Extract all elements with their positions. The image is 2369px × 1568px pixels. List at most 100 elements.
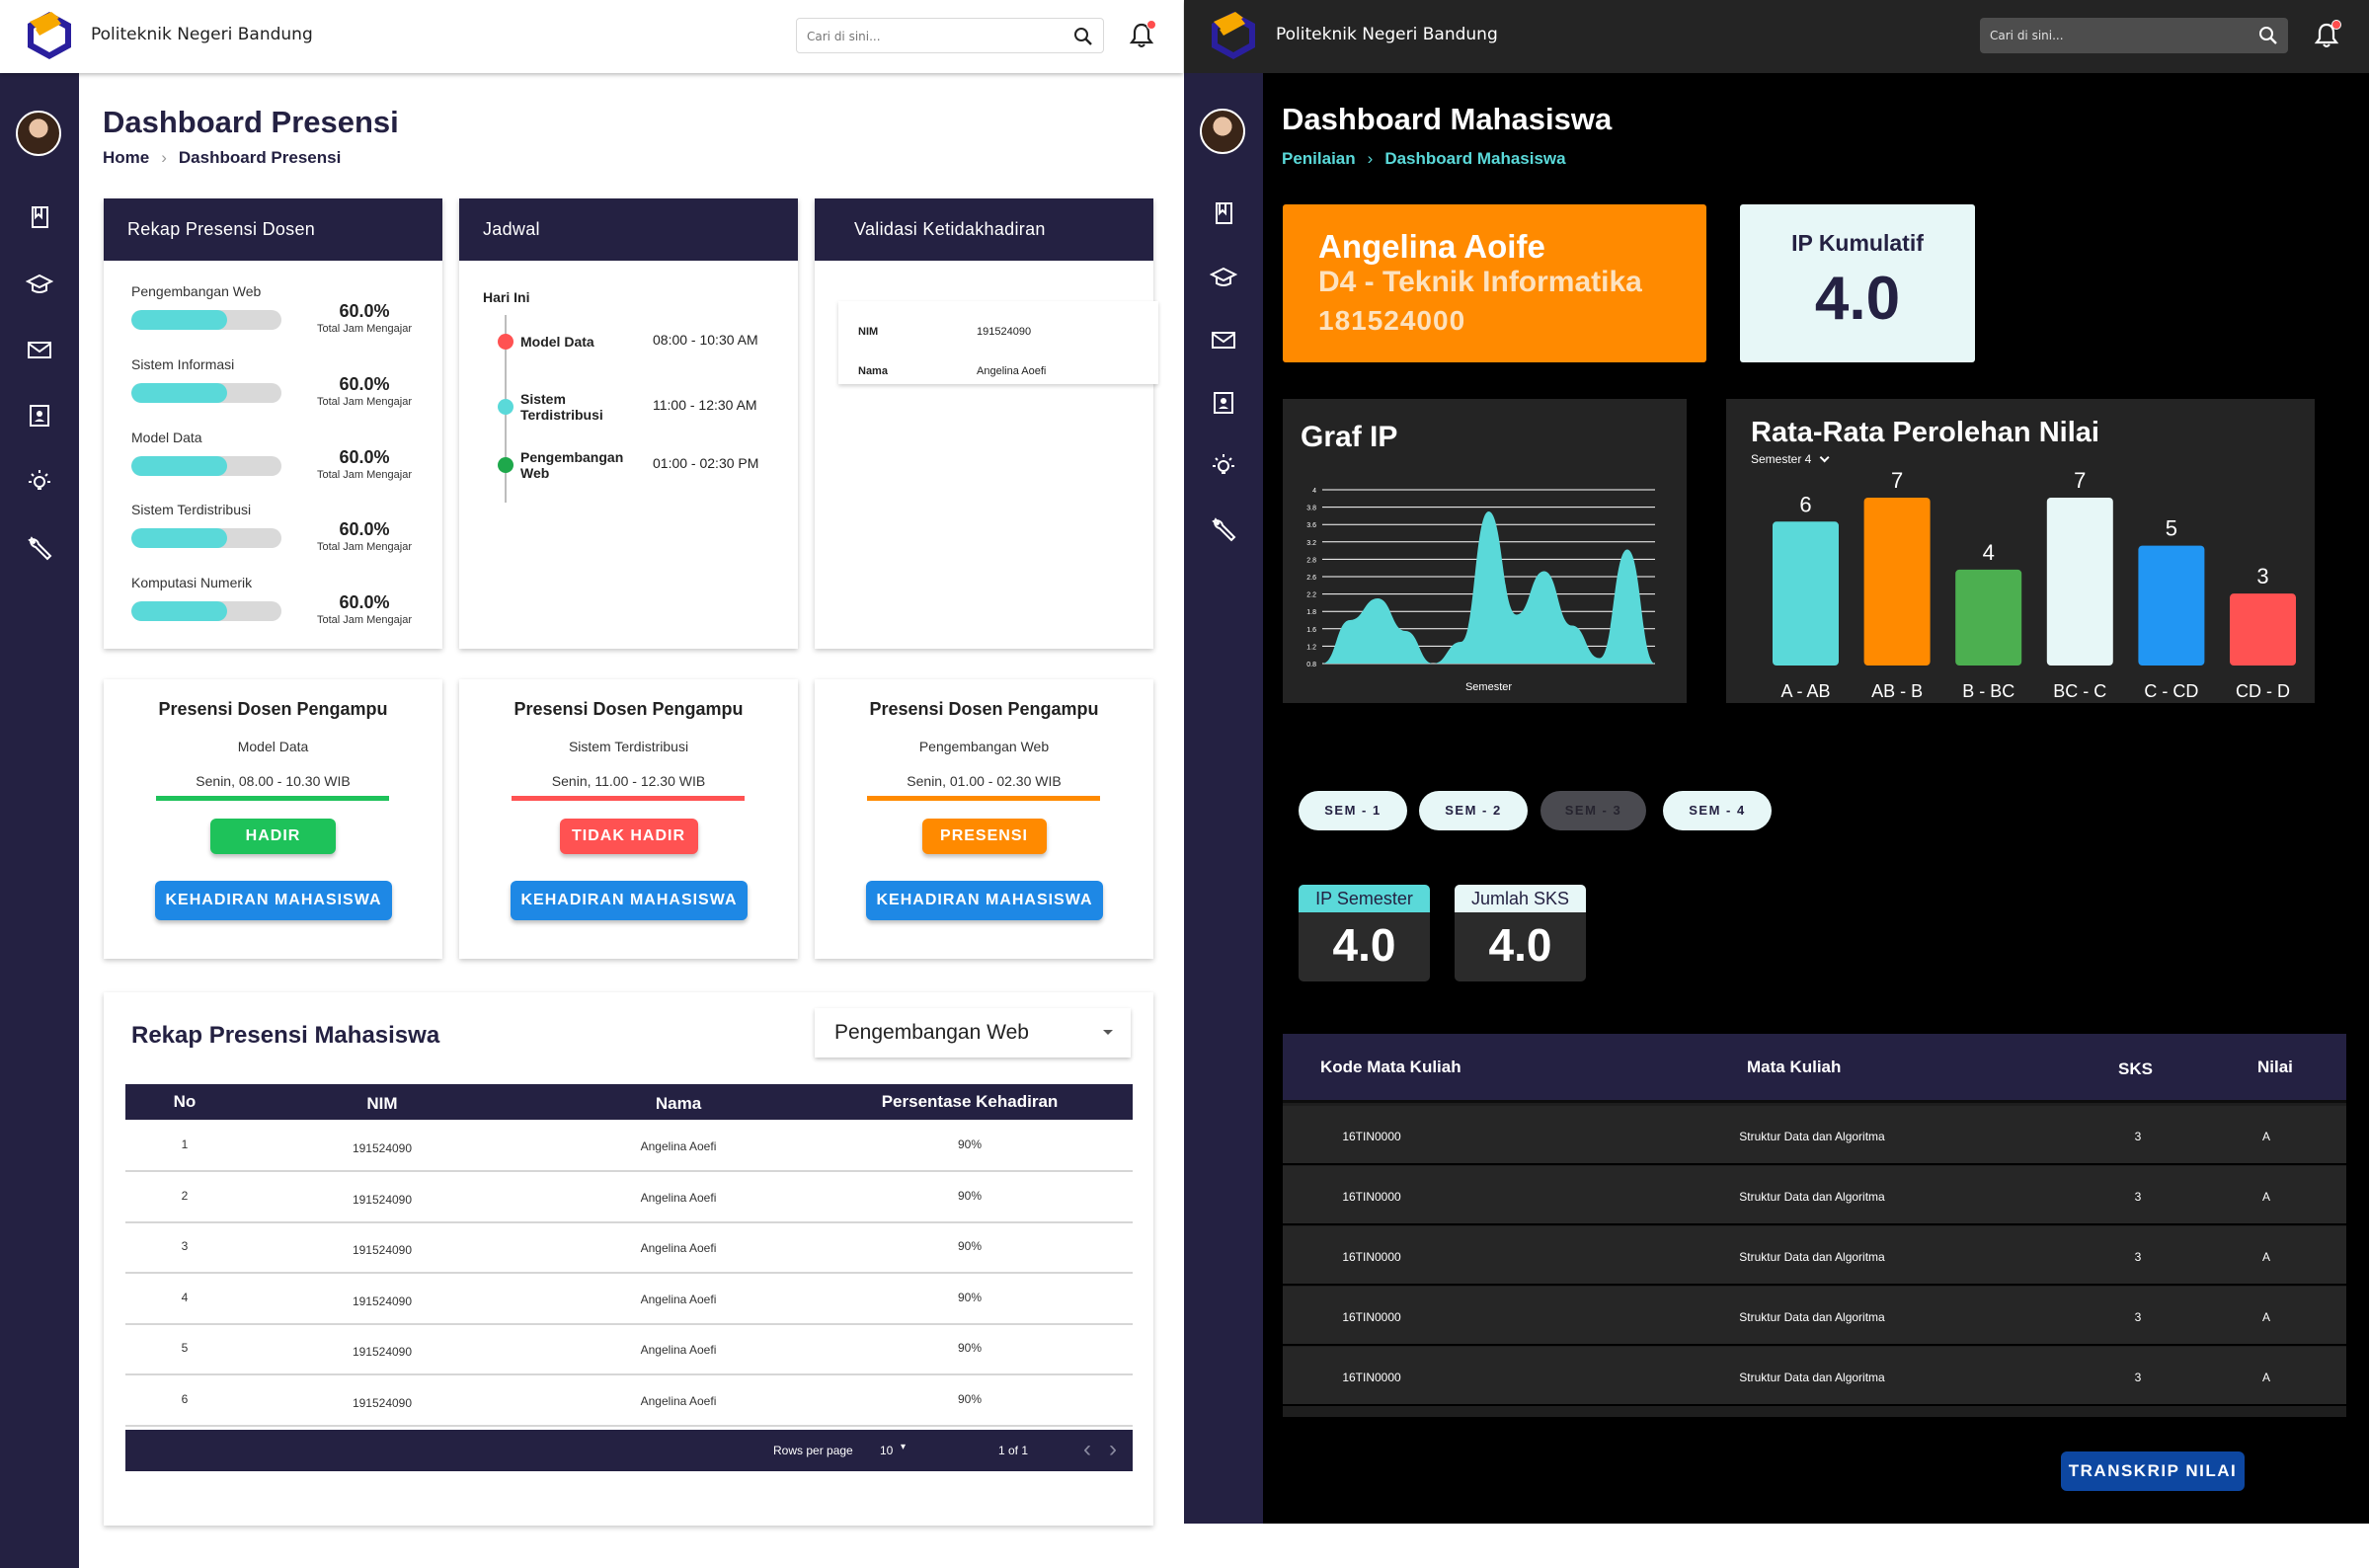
search-input[interactable]: Cari di sini... [796, 18, 1104, 53]
student-program: D4 - Teknik Informatika [1318, 266, 1642, 298]
mail-icon[interactable] [1210, 326, 1237, 353]
search-placeholder: Cari di sini... [807, 30, 881, 43]
table-row[interactable]: 16TIN0000 Struktur Data dan Algoritma 3 A [1283, 1166, 2346, 1225]
table-row[interactable]: 3 191524090 Angelina Aoefi 90% [125, 1223, 1133, 1274]
table-row[interactable]: 16TIN0000 Struktur Data dan Algoritma 3 A [1283, 1226, 2346, 1286]
breadcrumb-current: Dashboard Presensi [178, 148, 342, 167]
table-row[interactable]: 1 191524090 Angelina Aoefi 90% [125, 1122, 1133, 1172]
id-card-icon[interactable] [1210, 389, 1237, 417]
avatar[interactable] [1200, 109, 1245, 154]
table-cell: 3 [2134, 1371, 2142, 1384]
course-select[interactable]: Pengembangan Web [815, 1008, 1131, 1058]
table-cell: 3 [2134, 1250, 2142, 1264]
bar-value-label: 6 [1799, 492, 1811, 516]
chevron-right-icon[interactable]: › [1109, 1436, 1117, 1462]
bar-value-label: 3 [2256, 564, 2268, 588]
timeline-dot [498, 334, 513, 350]
bar-value-label: 7 [2074, 468, 2086, 493]
rekap-presensi-dosen-card: Rekap Presensi Dosen Pengembangan Web 60.… [104, 198, 442, 649]
graduation-cap-icon[interactable] [26, 270, 53, 297]
rekap-percentage: 60.0% [339, 592, 390, 612]
avatar[interactable] [16, 111, 61, 156]
id-card-icon[interactable] [26, 402, 53, 430]
table-cell: 3 [181, 1239, 189, 1253]
wrench-icon[interactable] [1210, 515, 1237, 543]
table-cell: 191524090 [352, 1192, 413, 1207]
bell-icon [2314, 23, 2339, 47]
table-row[interactable]: 16TIN0000 Struktur Data dan Algoritma 3 A [1283, 1347, 2346, 1406]
bar [2230, 593, 2296, 666]
progress-bar [131, 528, 281, 548]
rows-per-page-select[interactable]: 10 [880, 1444, 894, 1457]
semester-chip[interactable]: SEM - 2 [1419, 791, 1528, 830]
semester-chip[interactable]: SEM - 3 [1540, 791, 1646, 830]
ip-semester-label: IP Semester [1299, 885, 1430, 912]
graduation-cap-icon[interactable] [1210, 263, 1237, 290]
y-tick-label: 1.2 [1306, 644, 1316, 651]
ip-semester-card: IP Semester 4.0 [1299, 885, 1430, 981]
wrench-icon[interactable] [26, 534, 53, 562]
bookmark-icon[interactable] [26, 203, 53, 231]
table-row[interactable]: 16TIN0000 Struktur Data dan Algoritma 3 A [1283, 1287, 2346, 1346]
progress-fill [131, 528, 228, 548]
nama-label: Nama [858, 365, 888, 377]
notification-bell[interactable] [1129, 20, 1156, 49]
status-button[interactable]: PRESENSI [921, 819, 1047, 854]
presensi-card-title: Presensi Dosen Pengampu [158, 699, 388, 719]
progress-bar [131, 601, 281, 621]
col-no: No [173, 1092, 197, 1111]
lightbulb-icon[interactable] [26, 468, 53, 496]
sidebar [1184, 73, 1263, 1524]
presensi-schedule: Senin, 01.00 - 02.30 WIB [907, 773, 1062, 789]
search-icon[interactable] [2258, 26, 2278, 45]
status-button[interactable]: HADIR [210, 819, 336, 854]
table-cell: 191524090 [352, 1243, 413, 1257]
bar-category-label: A - AB [1780, 681, 1830, 701]
bar-value-label: 5 [2166, 516, 2177, 541]
rekap-percentage: 60.0% [339, 447, 390, 467]
lightbulb-icon[interactable] [1210, 452, 1237, 480]
table-row[interactable]: 16TIN0000 Struktur Data dan Algoritma 3 A [1283, 1106, 2346, 1165]
search-icon[interactable] [1073, 27, 1093, 46]
breadcrumb-parent[interactable]: Penilaian [1282, 149, 1356, 168]
mail-icon[interactable] [26, 336, 53, 363]
semester-chip[interactable]: SEM - 4 [1663, 791, 1772, 830]
breadcrumb-home[interactable]: Home [103, 148, 150, 167]
card-header: Rekap Presensi Dosen [104, 198, 442, 261]
search-input[interactable]: Cari di sini... [1980, 18, 2288, 53]
table-cell: 16TIN0000 [1342, 1310, 1401, 1324]
table-cell: Angelina Aoefi [640, 1292, 717, 1306]
rekap-course-name: Sistem Informasi [131, 356, 235, 372]
graf-ip-chart: 4 3.8 3.6 3.2 2.8 2.6 2.2 1.8 1.6 1.2 0.8 Semester [1306, 488, 1655, 693]
kehadiran-mahasiswa-button[interactable]: KEHADIRAN MAHASISWA [866, 881, 1103, 920]
y-tick-label: 2.8 [1306, 557, 1316, 564]
nim-value: 191524090 [977, 326, 1032, 338]
bar-category-label: B - BC [1962, 681, 2014, 701]
table-row[interactable]: 6 191524090 Angelina Aoefi 90% [125, 1376, 1133, 1427]
table-cell: 3 [2134, 1310, 2142, 1324]
transkrip-nilai-button[interactable]: TRANSKRIP NILAI [2061, 1451, 2245, 1491]
rekap-item: Komputasi Numerik 60.0% Total Jam Mengajar [131, 575, 424, 644]
polban-logo-icon [1212, 12, 1255, 59]
bookmark-icon[interactable] [1210, 199, 1237, 227]
semester-chip[interactable]: SEM - 1 [1299, 791, 1407, 830]
table-cell: 90% [957, 1290, 983, 1304]
validasi-entry[interactable]: NIM 191524090 Nama Angelina Aoefi [838, 301, 1158, 384]
table-row[interactable]: 2 191524090 Angelina Aoefi 90% [125, 1173, 1133, 1223]
notification-bell[interactable] [2314, 20, 2341, 49]
presensi-card-title: Presensi Dosen Pengampu [869, 699, 1099, 719]
semester-filter-value: Semester 4 [1751, 452, 1812, 466]
timeline-dot [498, 457, 513, 473]
status-button[interactable]: TIDAK HADIR [559, 819, 698, 854]
table-row[interactable]: 5 191524090 Angelina Aoefi 90% [125, 1325, 1133, 1375]
kehadiran-mahasiswa-button[interactable]: KEHADIRAN MAHASISWA [511, 881, 748, 920]
table-cell: 191524090 [352, 1141, 413, 1155]
rekap-course-name: Komputasi Numerik [131, 575, 253, 590]
kehadiran-mahasiswa-button[interactable]: KEHADIRAN MAHASISWA [155, 881, 392, 920]
y-tick-label: 0.8 [1306, 662, 1316, 668]
col-nama: Nama [655, 1094, 702, 1113]
semester-filter[interactable]: Semester 4 [1751, 452, 1830, 466]
table-row[interactable]: 4 191524090 Angelina Aoefi 90% [125, 1275, 1133, 1325]
chevron-left-icon[interactable]: ‹ [1083, 1436, 1091, 1462]
